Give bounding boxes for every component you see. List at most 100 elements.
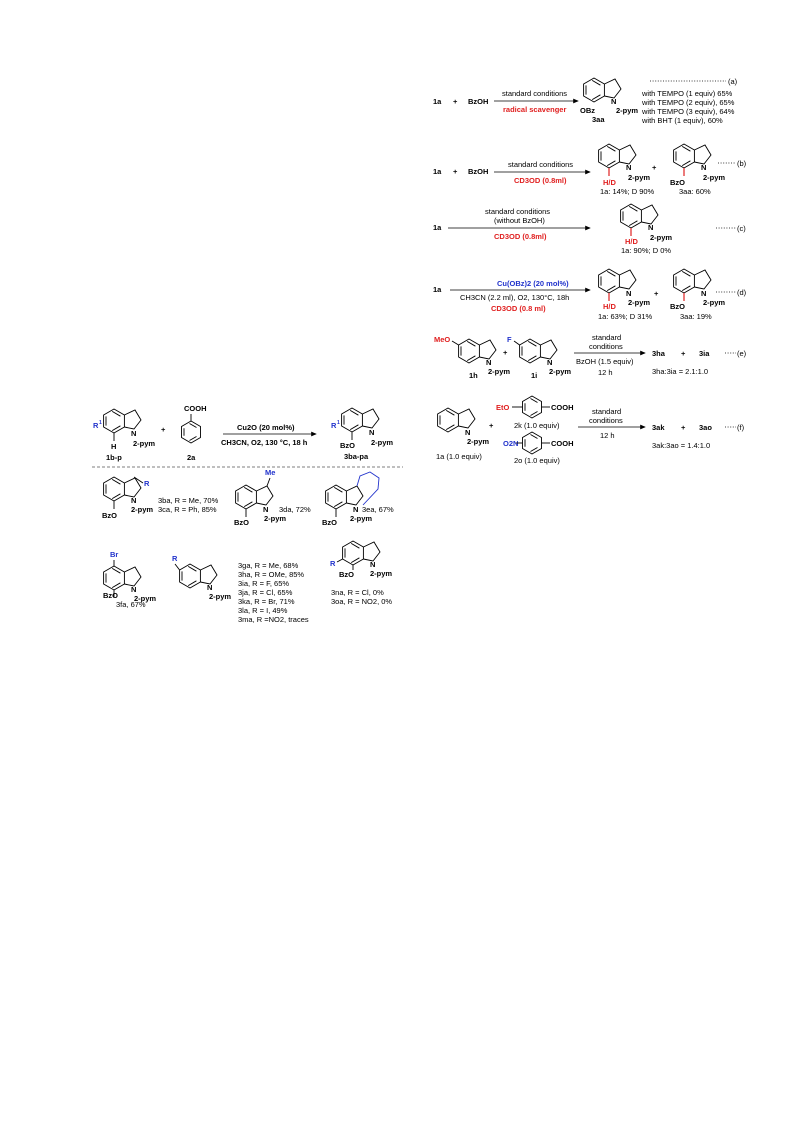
eq-e-n1: N	[486, 358, 491, 367]
eq-e-pym1: 2-pym	[488, 367, 510, 376]
eq-e-r2: 1i	[531, 371, 537, 380]
eq-a-plus: +	[453, 97, 458, 106]
eq-e-ratio: 3ha:3ia = 2.1:1.0	[652, 367, 708, 376]
eq-a-arrow-bottom: radical scavenger	[503, 105, 566, 114]
scope-3na-pym: 2-pym	[370, 569, 392, 578]
eq-d-pym1: 2-pym	[628, 298, 650, 307]
eq-a-n: N	[611, 97, 616, 106]
eq-d-hd: H/D	[603, 302, 617, 311]
eq-f-product-2: 3ao	[699, 423, 712, 432]
eq-f-r2: 2k (1.0 equiv)	[514, 421, 560, 430]
scope-3oa-label: 3oa, R = NO2, 0%	[331, 597, 392, 606]
eq-e-product-2: 3ia	[699, 349, 710, 358]
eq-c-tag: (c)	[737, 224, 746, 233]
scope-3na-r-bond	[336, 558, 343, 563]
scope-3fa-pym: 2-pym	[134, 594, 156, 603]
eq-f-no2: O2N	[503, 439, 518, 448]
eq-d-reactant-1a: 1a	[433, 285, 442, 294]
eq-c-product-label: 1a: 90%; D 0%	[621, 246, 671, 255]
scope-3da-n: N	[263, 505, 268, 514]
eq-d-arrow-mid: CH3CN (2.2 ml), O2, 130°C, 18h	[460, 293, 569, 302]
scheme-h: H	[111, 442, 116, 451]
scope-3ba-bzo: BzO	[102, 511, 117, 520]
scope-3ga-label: 3ga, R = Me, 68%	[238, 561, 299, 570]
eq-c-n: N	[648, 223, 653, 232]
eq-f-cooh-1: COOH	[551, 403, 574, 412]
eq-e-r1: 1h	[469, 371, 478, 380]
scope-3na-bzo: BzO	[339, 570, 354, 579]
eq-e-meo: MeO	[434, 335, 450, 344]
scope-3ba-label: 3ba, R = Me, 70%	[158, 496, 219, 505]
eq-b-arrow-bottom: CD3OD (0.8ml)	[514, 176, 567, 185]
scope-3ka-label: 3ka, R = Br, 71%	[238, 597, 295, 606]
eq-e-meo-bond	[451, 340, 459, 346]
scope-3ga-r-bond	[174, 563, 180, 571]
eq-f-r1: 1a (1.0 equiv)	[436, 452, 482, 461]
scope-3na-r: R	[330, 559, 336, 568]
eq-a-result-1: with TEMPO (1 equiv) 65%	[641, 89, 733, 98]
equation-b: 1a + BzOH standard conditions CD3OD (0.8…	[433, 143, 747, 196]
scope-3ea-n: N	[353, 505, 358, 514]
eq-f-plus: +	[489, 421, 494, 430]
equation-e: MeO N 2-pym 1h + F N 2-pym 1i standard c…	[434, 333, 747, 380]
eq-e-arrow-bottom-1: BzOH (1.5 equiv)	[576, 357, 634, 366]
eq-f-product-plus: +	[681, 423, 686, 432]
scope-3ba-r: R	[144, 479, 150, 488]
eq-e-pym2: 2-pym	[549, 367, 571, 376]
scope-3ba-pym: 2-pym	[131, 505, 153, 514]
scope-3ea-label: 3ea, 67%	[362, 505, 394, 514]
scheme-plus: +	[161, 425, 166, 434]
eq-e-arrow-top-2: conditions	[589, 342, 623, 351]
eq-d-n2: N	[701, 289, 706, 298]
eq-c-pym: 2-pym	[650, 233, 672, 242]
eq-b-n1: N	[626, 163, 631, 172]
scope-3na-n: N	[370, 560, 375, 569]
scheme-r1-superscript: 1	[99, 420, 102, 426]
eq-f-cooh-2: COOH	[551, 439, 574, 448]
equation-c: 1a standard conditions (without BzOH) CD…	[433, 203, 746, 255]
scope-3ha-label: 3ha, R = OMe, 85%	[238, 570, 304, 579]
eq-e-plus: +	[503, 348, 508, 357]
eq-f-arrow-top-1: standard	[592, 407, 621, 416]
scheme-product-bzo: BzO	[340, 441, 355, 450]
substrate-scope: R BzO N 2-pym 3ba, R = Me, 70% 3ca, R = …	[102, 468, 394, 624]
scope-3ba-n: N	[131, 496, 136, 505]
eq-e-f-bond	[513, 340, 520, 346]
eq-d-product-1-label: 1a: 63%; D 31%	[598, 312, 653, 321]
scope-3ma-label: 3ma, R =NO2, traces	[238, 615, 309, 624]
scope-3ea-bzo: BzO	[322, 518, 337, 527]
eq-b-product-2-label: 3aa: 60%	[679, 187, 711, 196]
eq-d-plus: +	[654, 289, 659, 298]
scope-3fa-n: N	[131, 585, 136, 594]
equation-a: 1a + BzOH standard conditions radical sc…	[433, 77, 738, 125]
eq-b-tag: (b)	[737, 159, 747, 168]
eq-f-pym: 2-pym	[467, 437, 489, 446]
eq-b-bzo: BzO	[670, 178, 685, 187]
scope-3ba-r-bond	[133, 476, 144, 484]
scope-3da-label: 3da, 72%	[279, 505, 311, 514]
scope-3ea-pym: 2-pym	[350, 514, 372, 523]
eq-d-arrow-bottom: CD3OD (0.8 ml)	[491, 304, 546, 313]
scheme-r1: R	[93, 421, 99, 430]
eq-b-n2: N	[701, 163, 706, 172]
eq-b-product-1-label: 1a: 14%; D 90%	[600, 187, 655, 196]
scheme-arrow-top: Cu2O (20 mol%)	[237, 423, 295, 432]
eq-f-2k-structure	[522, 395, 542, 419]
eq-a-pym: 2-pym	[616, 106, 638, 115]
general-scheme: R 1 H N 2-pym 1b-p + COOH 2a Cu2O (20 mo…	[93, 404, 393, 462]
eq-e-n2: N	[547, 358, 552, 367]
eq-b-pym1: 2-pym	[628, 173, 650, 182]
eq-f-product-1: 3ak	[652, 423, 665, 432]
eq-f-r3: 2o (1.0 equiv)	[514, 456, 560, 465]
eq-c-hd: H/D	[625, 237, 639, 246]
scheme-arrow-bottom: CH3CN, O2, 130 °C, 18 h	[221, 438, 308, 447]
eq-b-arrow-top: standard conditions	[508, 160, 573, 169]
eq-a-arrow-top: standard conditions	[502, 89, 567, 98]
eq-f-eto: EtO	[496, 403, 510, 412]
eq-d-arrow-top: Cu(OBz)2 (20 mol%)	[497, 279, 569, 288]
eq-b-plus-2: +	[652, 163, 657, 172]
scheme-reactant-1-label: 1b-p	[106, 453, 122, 462]
scope-3ia-label: 3ia, R = F, 65%	[238, 579, 289, 588]
scope-3da-bzo: BzO	[234, 518, 249, 527]
